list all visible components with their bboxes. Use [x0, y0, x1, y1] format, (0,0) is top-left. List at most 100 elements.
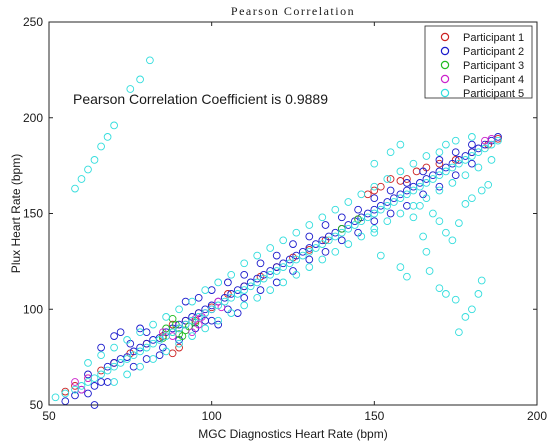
point-participant-5	[422, 194, 431, 203]
y-tick-label: 50	[30, 398, 44, 412]
point-participant-5	[429, 209, 437, 218]
point-participant-5	[386, 148, 395, 157]
point-participant-5	[344, 224, 353, 233]
point-participant-5	[477, 186, 486, 195]
point-participant-5	[126, 85, 135, 93]
point-participant-5	[474, 290, 483, 298]
point-participant-5	[468, 305, 476, 314]
point-participant-5	[409, 201, 418, 210]
point-participant-5	[292, 270, 301, 279]
point-participant-2	[240, 293, 249, 302]
point-participant-5	[448, 179, 457, 187]
point-participant-5	[110, 121, 118, 130]
point-participant-5	[461, 156, 470, 164]
point-participant-5	[253, 278, 262, 287]
point-participant-5	[481, 144, 489, 153]
point-participant-1	[175, 343, 183, 352]
point-participant-5	[318, 255, 327, 264]
point-participant-5	[435, 284, 444, 293]
point-participant-5	[305, 221, 314, 229]
chart-title: Pearson Correlation	[231, 4, 355, 18]
point-participant-5	[422, 247, 431, 256]
point-participant-2	[214, 320, 223, 329]
point-participant-5	[331, 205, 340, 214]
legend-marker	[440, 88, 450, 98]
point-participant-5	[146, 56, 154, 65]
point-participant-2	[321, 247, 330, 256]
legend-label: Participant 3	[463, 60, 524, 72]
point-participant-5	[201, 286, 210, 294]
legend-marker	[440, 74, 450, 84]
point-participant-5	[97, 370, 105, 379]
point-participant-2	[337, 213, 346, 222]
y-tick-label: 200	[23, 111, 43, 125]
point-participant-5	[90, 156, 99, 164]
point-participant-5	[435, 217, 444, 226]
point-participant-5	[461, 171, 470, 180]
point-participant-5	[71, 385, 79, 394]
point-participant-5	[227, 293, 236, 302]
point-participant-2	[256, 259, 265, 268]
point-participant-5	[84, 359, 92, 367]
point-participant-2	[224, 278, 232, 287]
point-participant-5	[116, 359, 125, 367]
point-participant-5	[383, 217, 392, 226]
point-participant-5	[103, 133, 112, 141]
point-participant-5	[390, 198, 398, 206]
y-tick-label: 250	[23, 15, 43, 29]
point-participant-5	[292, 255, 301, 264]
point-participant-5	[451, 295, 460, 304]
point-participant-2	[403, 179, 411, 187]
point-participant-1	[370, 186, 379, 195]
correlation-annotation: Pearson Correlation Coefficient is 0.988…	[73, 91, 328, 107]
point-participant-5	[461, 200, 470, 208]
point-participant-5	[259, 274, 268, 283]
point-participant-5	[175, 339, 183, 348]
point-participant-2	[272, 251, 281, 260]
point-participant-5	[110, 362, 118, 371]
point-participant-5	[357, 232, 366, 241]
point-participant-5	[279, 278, 288, 287]
point-participant-5	[61, 389, 70, 398]
point-participant-5	[324, 236, 333, 245]
point-participant-5	[383, 201, 392, 210]
point-participant-5	[149, 320, 157, 329]
point-participant-5	[240, 286, 249, 294]
point-participant-5	[84, 378, 92, 386]
point-participant-5	[136, 328, 144, 337]
x-tick-label: 150	[364, 409, 384, 423]
point-participant-5	[487, 140, 496, 149]
point-participant-2	[370, 217, 379, 226]
point-participant-5	[435, 148, 444, 157]
point-participant-5	[181, 320, 190, 329]
point-participant-5	[468, 194, 476, 203]
point-participant-2	[305, 255, 314, 264]
point-participant-5	[240, 301, 249, 310]
point-participant-1	[386, 175, 395, 183]
point-participant-5	[370, 182, 379, 191]
point-participant-5	[279, 263, 288, 271]
point-participant-5	[448, 163, 457, 172]
point-participant-5	[409, 213, 418, 222]
point-participant-5	[331, 232, 340, 241]
point-participant-5	[474, 163, 483, 172]
point-participant-5	[220, 297, 229, 306]
point-participant-5	[425, 267, 434, 275]
point-participant-5	[246, 282, 255, 291]
point-participant-5	[344, 240, 353, 248]
point-participant-2	[84, 370, 92, 379]
point-participant-5	[455, 219, 463, 227]
point-participant-5	[376, 251, 385, 260]
point-participant-5	[136, 75, 144, 84]
point-participant-5	[376, 205, 385, 214]
legend-label: Participant 2	[463, 46, 524, 58]
point-participant-5	[162, 313, 170, 321]
legend-label: Participant 4	[463, 74, 524, 86]
point-participant-1	[435, 159, 444, 168]
point-participant-5	[305, 263, 314, 271]
point-participant-5	[409, 159, 418, 168]
point-participant-5	[468, 152, 476, 160]
point-participant-5	[403, 190, 411, 199]
x-tick-label: 200	[527, 409, 547, 423]
point-participant-5	[298, 251, 307, 260]
